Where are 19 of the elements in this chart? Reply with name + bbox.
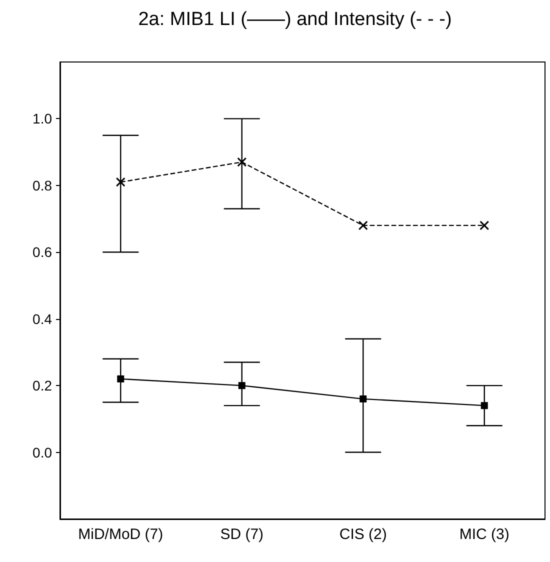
point xyxy=(358,220,368,230)
y-tick-label: 0.0 xyxy=(32,444,52,460)
y-tick-label: 0.6 xyxy=(32,244,52,260)
x-tick-label: MIC (3) xyxy=(459,526,510,543)
point xyxy=(238,382,246,390)
point xyxy=(237,157,247,167)
chart-title: 2a: MIB1 LI (——) and Intensity (- - -) xyxy=(138,9,452,30)
point xyxy=(480,402,488,410)
point xyxy=(117,375,124,382)
y-tick-label: 1.0 xyxy=(32,110,52,127)
y-tick-label: 0.4 xyxy=(32,310,52,327)
point xyxy=(480,220,490,230)
x-tick-label: MiD/MoD (7) xyxy=(78,526,164,543)
x-tick-label: SD (7) xyxy=(220,526,264,543)
x-tick-label: CIS (2) xyxy=(339,526,387,543)
point xyxy=(360,395,367,402)
point xyxy=(116,177,126,187)
y-tick-label: 0.2 xyxy=(32,378,52,394)
y-tick-label: 0.8 xyxy=(32,177,52,194)
